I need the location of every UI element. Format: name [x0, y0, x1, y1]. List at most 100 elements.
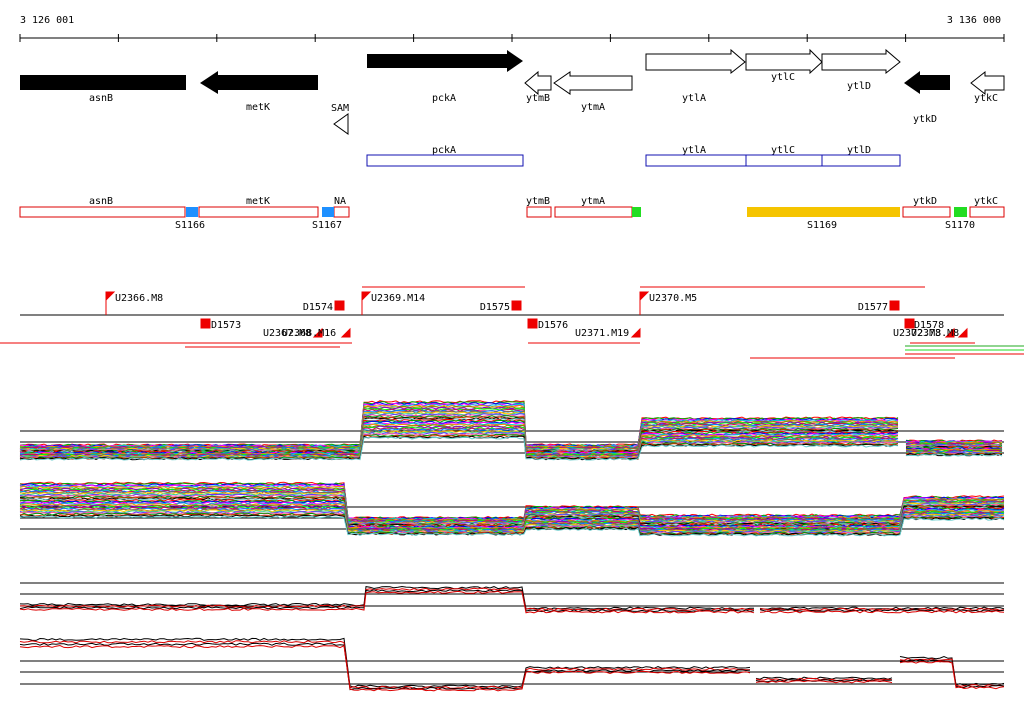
blue-box-label-ytlC: ytlC: [771, 145, 795, 156]
expression-trace: [19, 507, 1005, 533]
marker-D1578: [904, 318, 915, 329]
feature-label-U2372-M8: U2372.M8: [893, 328, 941, 339]
segment-label-S1170: S1170: [945, 220, 975, 231]
blue-box-track: pckA ytlA ytlC ytlD: [366, 145, 901, 167]
ruler-ticks: [19, 34, 1005, 42]
expression-trace: [19, 503, 1005, 531]
gene-arrow-ytlC: [745, 48, 823, 75]
expression-trace: [19, 436, 1003, 461]
blue-box-pckA: [366, 154, 524, 167]
red-box-ytkC: [969, 206, 1005, 218]
segment-S1169: [747, 207, 900, 217]
red-box-label-ytmB: ytmB: [526, 196, 550, 207]
gene-arrow-ytmB: [524, 70, 552, 96]
expression-trace: [19, 637, 1005, 688]
red-box-asnB: [19, 206, 186, 218]
feature-track: U2366.M8 D1574 U2369.M14 D1575 U2370.M5 …: [0, 286, 1024, 359]
gene-arrow-ytkD: [904, 71, 950, 94]
expression-panel-upper: [19, 400, 1004, 461]
blue-box-label-ytlD: ytlD: [847, 145, 871, 156]
gene-arrow-pckA: [367, 50, 523, 72]
marker-U2372-M8: [944, 327, 955, 338]
blue-box-ytlA: [645, 154, 747, 167]
segment-label-S1169: S1169: [807, 220, 837, 231]
blue-box-ytlD: [821, 154, 901, 167]
red-box-ytmA: [554, 206, 633, 218]
gene-arrow-metK: [200, 71, 318, 94]
red-box-ytmB: [526, 206, 552, 218]
expression-trace: [19, 642, 1005, 691]
marker-U2371-M19: [630, 327, 641, 338]
segment-small-green: [632, 207, 641, 217]
expression-trace: [19, 590, 1005, 614]
gene-label-ytlA: ytlA: [682, 93, 706, 104]
expression-panel-middle: [19, 481, 1005, 537]
red-box-label-metK: metK: [246, 196, 270, 207]
expression-trace: [19, 587, 1005, 612]
segment-S1170: [954, 207, 967, 217]
expression-traces-middle: [19, 481, 1005, 537]
gene-label-SAM: SAM: [331, 103, 349, 114]
feature-label-U2370-M5: U2370.M5: [649, 293, 697, 304]
feature-label-U2367-M8: U2367.M8: [263, 328, 311, 339]
marker-U2367-M8: [340, 327, 351, 338]
red-box-label-ytkD: ytkD: [913, 196, 937, 207]
gene-label-pckA: pckA: [432, 93, 456, 104]
expression-trace: [19, 495, 1005, 527]
ruler-start-label: 3 126 001: [20, 15, 74, 26]
feature-label-D1575: D1575: [480, 302, 510, 313]
red-box-ytkD: [902, 206, 951, 218]
feature-label-U2369-M14: U2369.M14: [371, 293, 425, 304]
red-box-label-ytkC: ytkC: [974, 196, 998, 207]
marker-D1574: [334, 300, 345, 311]
gene-label-ytlD: ytlD: [847, 81, 871, 92]
gene-label-ytkD: ytkD: [913, 114, 937, 125]
expression-panel-lower-b: [19, 637, 1005, 692]
marker-U2368-M16: [312, 327, 323, 338]
gene-label-ytlC: ytlC: [771, 72, 795, 83]
expression-trace: [19, 589, 1005, 613]
feature-label-U2366-M8: U2366.M8: [115, 293, 163, 304]
feature-label-D1574: D1574: [303, 302, 333, 313]
red-box-metK: [198, 206, 319, 218]
marker-D1573: [200, 318, 211, 329]
expression-trace: [19, 481, 1005, 520]
expression-trace: [19, 515, 1005, 537]
marker-U2370-M5: [639, 291, 650, 302]
red-box-track: asnB metK NA ytmB ytmA ytkD ytkC S1166 S…: [19, 196, 1005, 231]
feature-label-U2368-M16: U2368.M16: [282, 328, 336, 339]
marker-U2366-M8: [105, 291, 116, 302]
marker-U2373-M8: [957, 327, 968, 338]
feature-label-D1578: D1578: [914, 320, 944, 331]
red-box-NA: [333, 206, 350, 218]
feature-label-D1573: D1573: [211, 320, 241, 331]
marker-D1576: [527, 318, 538, 329]
expression-traces-lower-a: [19, 585, 1005, 614]
marker-U2369-M14: [361, 291, 372, 302]
gene-arrow-SAM: [333, 113, 349, 135]
red-box-label-asnB: asnB: [89, 196, 113, 207]
expression-traces-lower-b: [19, 637, 1005, 692]
segment-S1167: [322, 207, 334, 217]
marker-D1575: [511, 300, 522, 311]
gene-arrow-asnB: [20, 75, 186, 90]
gene-arrow-ytlD: [821, 48, 901, 75]
blue-box-ytlC: [745, 154, 823, 167]
coordinate-ruler: 3 126 001 3 136 000: [19, 15, 1005, 42]
gene-label-ytkC: ytkC: [974, 93, 998, 104]
red-box-label-ytmA: ytmA: [581, 196, 605, 207]
gene-label-metK: metK: [246, 102, 270, 113]
feature-label-D1577: D1577: [858, 302, 888, 313]
expression-trace: [19, 585, 1005, 610]
blue-box-label-ytlA: ytlA: [682, 145, 706, 156]
red-box-label-NA: NA: [334, 196, 346, 207]
gene-track: asnB metK SAM pckA ytmB ytmA ytlA ytlC y…: [20, 48, 1005, 135]
ruler-end-label: 3 136 000: [947, 15, 1001, 26]
segment-label-S1167: S1167: [312, 220, 342, 231]
gene-arrow-ytlA: [645, 48, 746, 75]
feature-label-U2371-M19: U2371.M19: [575, 328, 629, 339]
segment-S1166: [186, 207, 198, 217]
gene-label-ytmA: ytmA: [581, 102, 605, 113]
expression-trace: [19, 640, 1005, 690]
